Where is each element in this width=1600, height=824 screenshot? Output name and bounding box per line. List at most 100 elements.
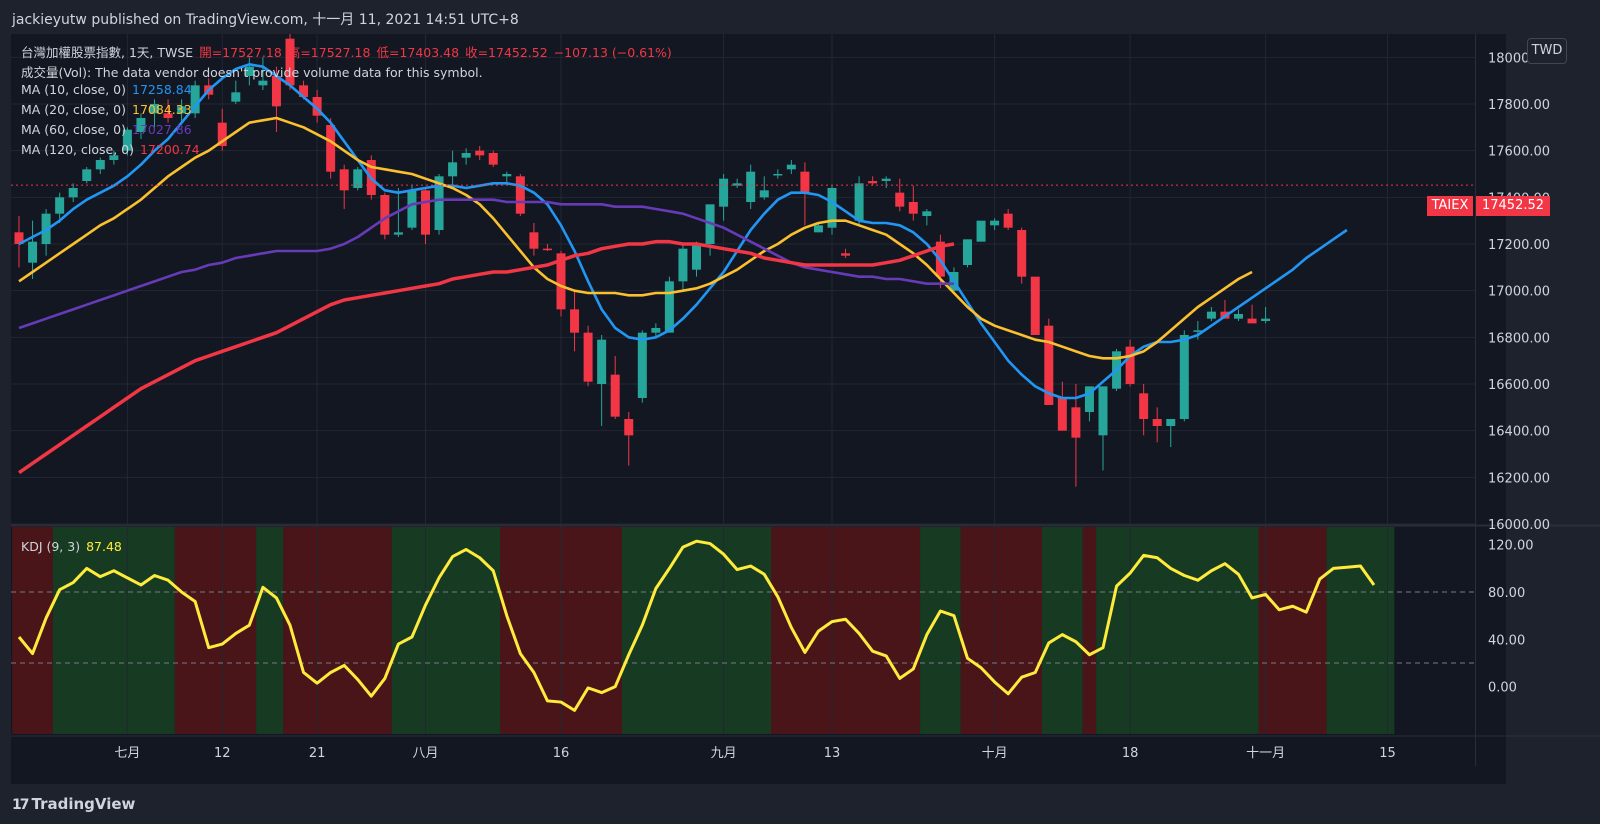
candle-body xyxy=(570,309,580,333)
kdj-zone-1 xyxy=(52,527,175,734)
candle-body xyxy=(231,92,241,102)
ma60-label: MA (60, close, 0) xyxy=(21,122,127,137)
candle-body xyxy=(502,174,512,177)
tradingview-mark-icon: 17 xyxy=(12,797,30,813)
kdj-line xyxy=(17,539,1376,712)
kdj-label: KDJ (9, 3) xyxy=(21,539,81,554)
kdj-zone-3 xyxy=(256,527,284,734)
candle-body xyxy=(692,244,701,270)
candle-body xyxy=(14,232,24,244)
candle-body xyxy=(651,328,661,333)
time-tick-label: 16 xyxy=(553,746,570,761)
kdj-value: 87.48 xyxy=(86,539,122,554)
price-tick-label: 16800.00 xyxy=(1488,331,1550,346)
candle-body xyxy=(922,211,932,216)
kdj-zone-11 xyxy=(1042,527,1083,734)
candle-body xyxy=(393,232,403,235)
candle-body xyxy=(529,232,539,249)
currency-button[interactable]: TWD xyxy=(1527,38,1567,64)
ma-line-3 xyxy=(18,239,955,475)
candle-body xyxy=(339,169,349,191)
symbol-line: 台灣加權股票指數, 1天, TWSE xyxy=(21,45,194,60)
kdj-zone-10 xyxy=(960,527,1043,734)
ma20-value: 17084.33 xyxy=(132,102,192,117)
candle-body xyxy=(1084,386,1094,412)
kdj-zone-0 xyxy=(12,527,53,734)
ma120-legend: MA (120, close, 0) 17200.74 xyxy=(21,142,206,157)
kdj-tick-label: 80.00 xyxy=(1488,586,1525,601)
kdj-zone-9 xyxy=(920,527,961,734)
kdj-tick-label: 40.00 xyxy=(1488,633,1525,648)
candle-body xyxy=(285,38,295,86)
candle-body xyxy=(732,183,742,186)
candle-body xyxy=(1261,318,1271,321)
tradingview-logo[interactable]: 17 TradingView xyxy=(12,795,135,813)
candle-body xyxy=(637,332,647,398)
top-bar: jackieyutw published on TradingView.com,… xyxy=(0,0,1600,34)
candle-body xyxy=(610,374,620,417)
time-tick-label: 八月 xyxy=(412,746,438,761)
candle-body xyxy=(488,153,498,165)
candle-body xyxy=(244,66,254,76)
candle-body xyxy=(461,153,471,158)
brand-text: TradingView xyxy=(31,795,136,813)
candle-body xyxy=(190,85,200,114)
candle-body xyxy=(28,241,38,263)
close-value: 收=17452.52 xyxy=(465,45,548,60)
candle-body xyxy=(1044,325,1054,405)
time-tick-label: 十一月 xyxy=(1246,746,1285,761)
price-tick-label: 16400.00 xyxy=(1488,425,1550,440)
candle-body xyxy=(678,248,688,282)
candle-body xyxy=(122,129,132,151)
candle-body xyxy=(854,183,864,221)
candle-body xyxy=(881,178,891,181)
candle-body xyxy=(556,253,566,310)
high-value: 高=17527.18 xyxy=(287,45,371,60)
candle-body xyxy=(597,339,607,384)
candle-body xyxy=(109,155,119,160)
price-tick-label: 17600.00 xyxy=(1488,145,1550,160)
kdj-legend: KDJ (9, 3) 87.48 xyxy=(21,539,128,554)
candle-body xyxy=(908,202,918,214)
candle-body xyxy=(990,220,1000,226)
kdj-zone-15 xyxy=(1326,527,1395,734)
time-tick-label: 十月 xyxy=(982,746,1008,761)
candle-body xyxy=(217,122,227,146)
ma10-legend: MA (10, close, 0) 17258.84 xyxy=(21,82,198,97)
volume-legend: 成交量(Vol): The data vendor doesn't provid… xyxy=(21,62,489,81)
candle-body xyxy=(813,225,823,233)
kdj-zone-12 xyxy=(1082,527,1097,734)
candle-body xyxy=(583,332,593,382)
candle-body xyxy=(1206,311,1216,319)
open-value: 開=17527.18 xyxy=(199,45,282,60)
kdj-zone-5 xyxy=(391,527,501,734)
kdj-tick-label: 0.00 xyxy=(1488,681,1517,696)
ma20-label: MA (20, close, 0) xyxy=(21,102,127,117)
time-tick-label: 15 xyxy=(1379,746,1396,761)
candle-body xyxy=(868,181,878,184)
price-tick-label: 16000.00 xyxy=(1488,518,1550,533)
candle-body xyxy=(1247,318,1257,324)
ma-line-1 xyxy=(18,116,1253,360)
candle-body xyxy=(82,169,92,181)
change-value: −107.13 (−0.61%) xyxy=(553,45,672,60)
price-tick-label: 17200.00 xyxy=(1488,238,1550,253)
candle-body xyxy=(421,190,430,235)
ma60-value: 17027.86 xyxy=(132,122,192,137)
candle-body xyxy=(163,113,173,118)
candle-body xyxy=(407,190,417,228)
kdj-tick-label: 120.00 xyxy=(1488,539,1534,554)
ma120-value: 17200.74 xyxy=(139,142,200,157)
candle-body xyxy=(326,125,336,172)
candle-body xyxy=(1193,330,1203,332)
candle-body xyxy=(841,253,851,256)
candle-body xyxy=(95,160,105,170)
candle-body xyxy=(746,171,756,202)
candle-body xyxy=(976,220,986,242)
price-tick-label: 16200.00 xyxy=(1488,471,1550,486)
time-tick-label: 12 xyxy=(214,746,231,761)
price-tick-label: 16600.00 xyxy=(1488,378,1550,393)
time-tick-label: 13 xyxy=(824,746,841,761)
candle-body xyxy=(177,106,187,114)
